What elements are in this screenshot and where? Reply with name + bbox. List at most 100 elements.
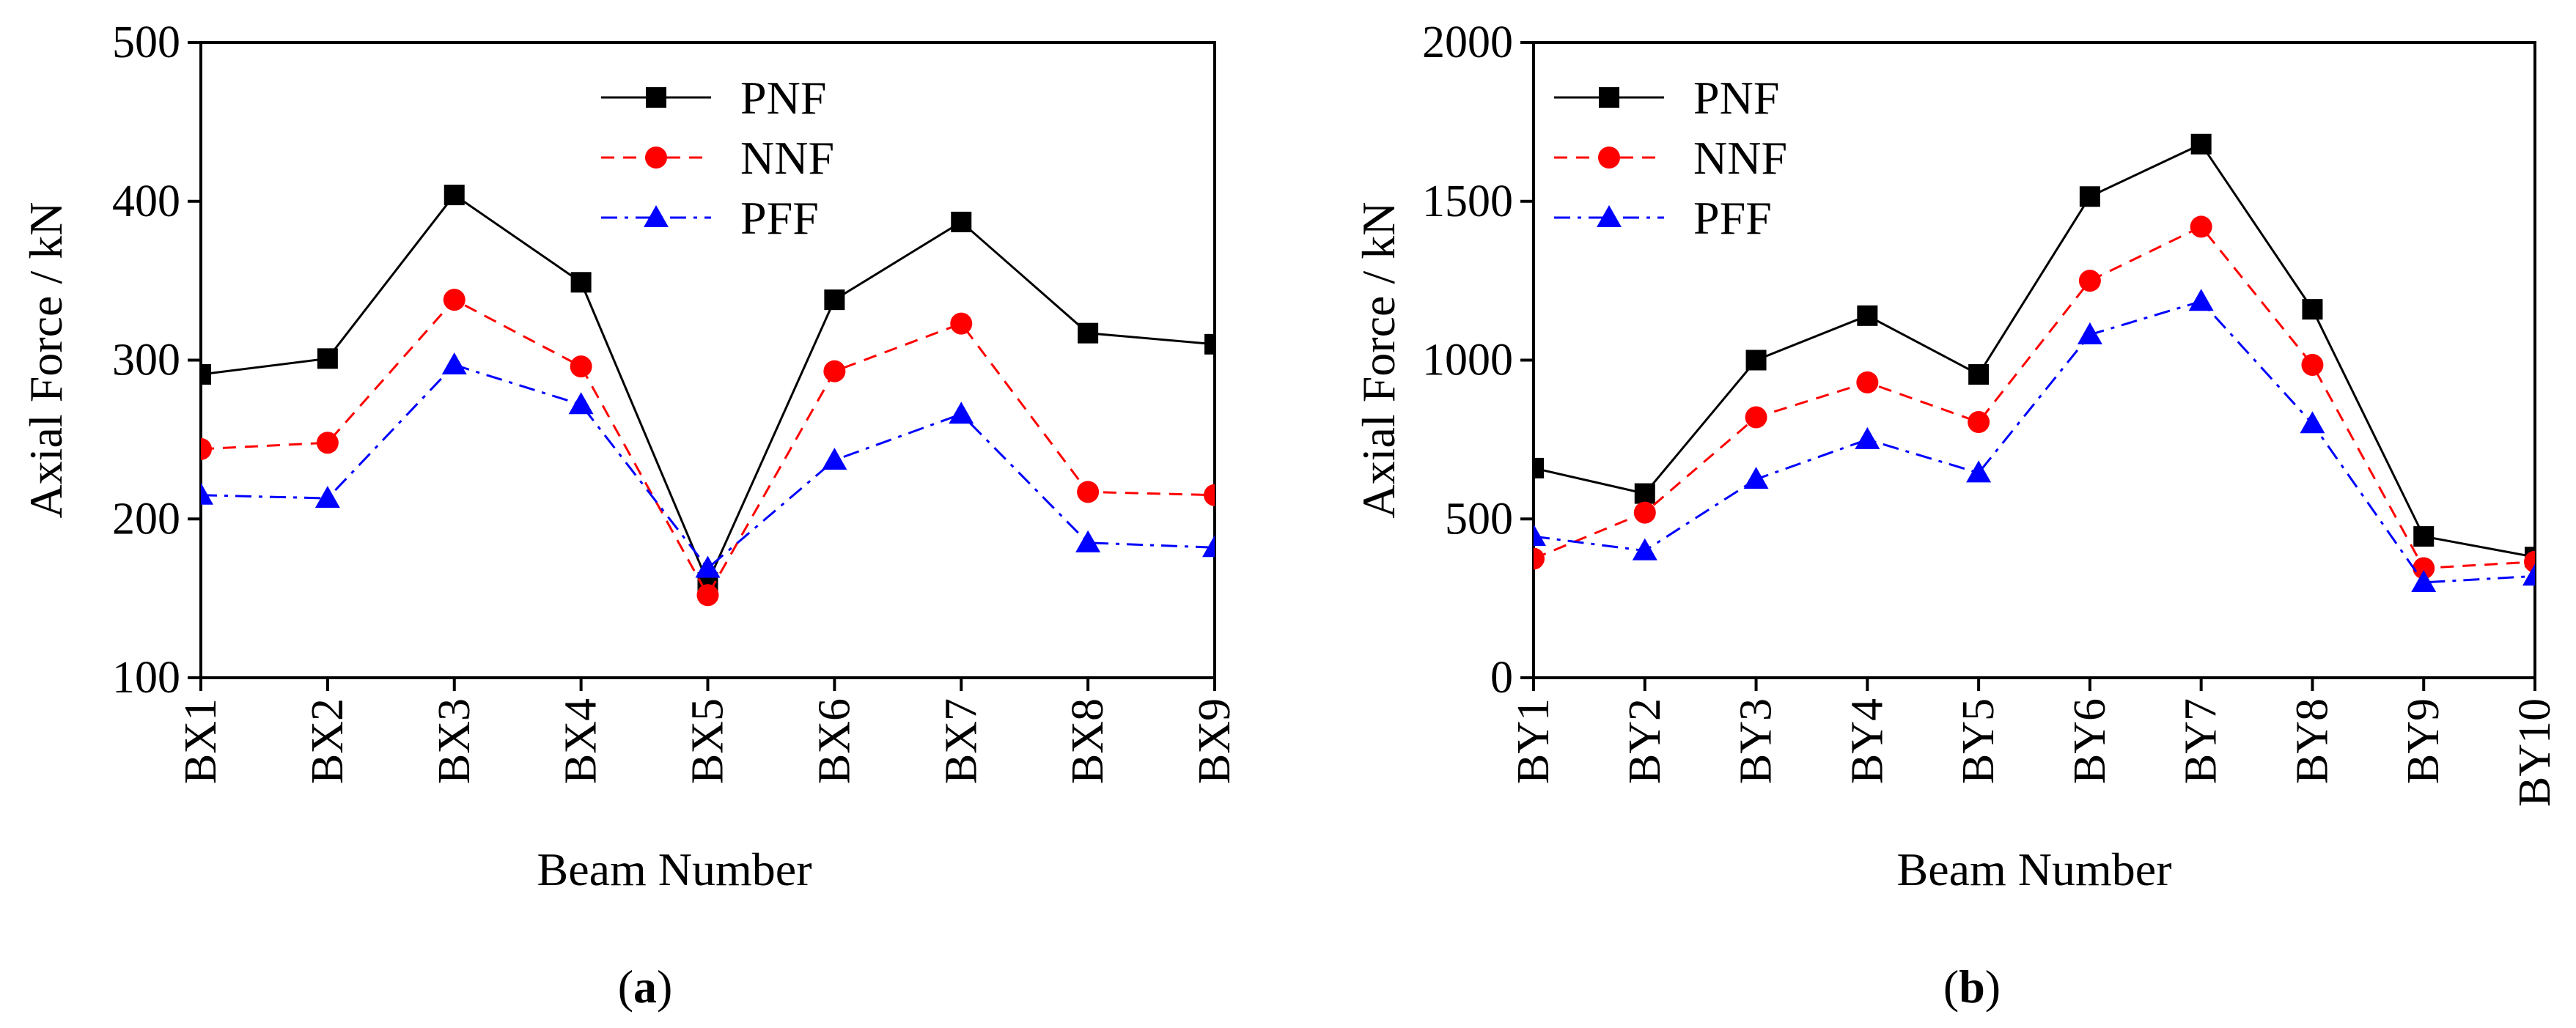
legend-label-pff: PFF: [740, 192, 819, 244]
plot-frame: [1532, 41, 2536, 679]
data-point-pff-by2: [1632, 538, 1657, 561]
data-point-pff-by3: [1743, 467, 1769, 489]
data-point-pnf-by7: [2190, 133, 2212, 155]
x-axis-label: Beam Number: [537, 843, 812, 895]
legend-marker-nnf: [645, 147, 667, 169]
data-point-pnf-by9: [2413, 526, 2435, 547]
x-tick-label: BX4: [556, 698, 606, 784]
data-point-nnf-by10: [2524, 550, 2535, 573]
chart-panel-b: 0 500 1000 1500 2000 BY1 BY2 BY3 BY4 BY5 BY6 BY7 BY8…: [1353, 18, 2560, 1013]
data-point-pnf-bx3: [444, 185, 465, 206]
data-point-nnf-bx9: [1204, 484, 1215, 506]
x-axis-label: Beam Number: [1897, 843, 2172, 895]
data-point-nnf-by8: [2301, 354, 2324, 377]
legend-label-pnf: PNF: [740, 72, 826, 124]
data-point-nnf-bx5: [696, 584, 719, 607]
x-tick-label: BX1: [176, 698, 226, 784]
x-tick-label: BY10: [2510, 698, 2560, 807]
y-tick-label: 200: [112, 494, 180, 544]
data-point-nnf-bx2: [316, 432, 339, 454]
legend: PNF NNF PFF: [1554, 72, 1787, 244]
data-point-pff-bx6: [822, 448, 847, 470]
x-tick-label: BX5: [683, 698, 733, 784]
data-point-nnf-bx6: [823, 360, 846, 382]
legend-label-pnf: PNF: [1693, 72, 1779, 124]
data-point-nnf-bx4: [570, 355, 592, 378]
legend-marker-pff: [1597, 205, 1622, 227]
panel-letter: b: [1959, 961, 1985, 1013]
data-point-nnf-bx3: [443, 289, 465, 311]
data-point-pnf-by2: [1634, 483, 1655, 504]
data-point-pnf-bx1: [201, 364, 211, 385]
data-point-pnf-bx8: [1078, 322, 1099, 344]
data-point-pnf-bx2: [317, 348, 338, 369]
data-point-pff-bx3: [441, 352, 467, 375]
plot-area: [1534, 133, 2535, 592]
data-point-pnf-by1: [1534, 457, 1544, 478]
series-line-nnf: [1534, 225, 2535, 569]
data-point-nnf-bx8: [1077, 481, 1100, 503]
x-tick-label: BX6: [809, 698, 859, 784]
data-point-pnf-by5: [1968, 364, 1990, 385]
x-tick-label: BX8: [1063, 698, 1113, 784]
x-tick-label: BY6: [2065, 698, 2115, 784]
series-line-nnf: [201, 298, 1215, 598]
data-point-pff-bx8: [1075, 530, 1101, 552]
x-tick-label: BY3: [1732, 698, 1781, 784]
y-axis-label: Axial Force / kN: [1353, 202, 1405, 519]
data-point-pff-by9: [2411, 569, 2437, 592]
panel-letter: a: [633, 961, 657, 1013]
data-point-nnf-bx7: [950, 312, 973, 335]
chart-panel-a: 100 200 300 400 500 BX1 BX2 BX3 BX4 BX5 BX6 BX7 BX8 B…: [20, 18, 1240, 1013]
data-point-nnf-by5: [1968, 411, 1990, 434]
data-point-nnf-by3: [1745, 406, 1767, 429]
data-point-pff-by10: [2522, 563, 2535, 586]
data-point-pnf-by4: [1857, 305, 1878, 326]
y-tick-label: 1500: [1422, 177, 1513, 226]
y-tick-label: 100: [112, 653, 180, 703]
legend-marker-nnf: [1598, 147, 1620, 169]
y-tick-label: 0: [1490, 653, 1513, 703]
y-tick-label: 2000: [1422, 18, 1513, 67]
data-point-nnf-by7: [2190, 215, 2212, 238]
legend-label-pff: PFF: [1693, 192, 1772, 244]
data-point-pff-bx4: [568, 392, 594, 415]
data-point-pnf-bx4: [570, 272, 592, 293]
data-point-nnf-by2: [1633, 501, 1656, 524]
y-axis-label: Axial Force / kN: [20, 202, 72, 519]
data-point-pnf-bx7: [951, 211, 972, 232]
legend: PNF NNF PFF: [601, 72, 834, 244]
plot-area: [201, 185, 1215, 607]
data-point-pff-bx2: [314, 486, 340, 509]
y-tick-label: 500: [1445, 494, 1513, 544]
data-point-nnf-by6: [2078, 270, 2101, 292]
series-line-pnf: [201, 193, 1215, 585]
legend-label-nnf: NNF: [1693, 132, 1787, 184]
data-point-pff-by8: [2300, 411, 2325, 434]
y-tick-label: 500: [112, 18, 180, 67]
x-tick-label: BY7: [2176, 698, 2226, 784]
legend-marker-pnf: [646, 87, 666, 108]
data-point-nnf-by9: [2413, 557, 2435, 580]
data-point-pff-by7: [2188, 289, 2214, 311]
x-tick-label: BY4: [1842, 698, 1892, 784]
legend-marker-pnf: [1599, 87, 1619, 108]
x-tick-label: BY2: [1620, 698, 1670, 784]
x-tick-label: BX9: [1190, 698, 1240, 784]
y-tick-label: 1000: [1422, 336, 1513, 385]
data-point-pnf-bx6: [824, 289, 845, 311]
data-point-pff-bx1: [201, 482, 213, 505]
x-tick-label: BY8: [2287, 698, 2337, 784]
data-point-pff-by4: [1855, 426, 1880, 449]
data-point-pnf-bx9: [1204, 333, 1215, 355]
data-point-pff-by1: [1534, 524, 1546, 547]
data-point-nnf-by4: [1856, 371, 1879, 393]
series-line-pff: [201, 363, 1215, 570]
data-point-pff-bx9: [1202, 535, 1215, 558]
x-tick-label: BX2: [303, 698, 353, 784]
data-point-pff-by6: [2077, 322, 2102, 344]
series-line-pnf: [1534, 142, 2535, 558]
x-tick-label: BY1: [1509, 698, 1559, 784]
y-tick-label: 300: [112, 336, 180, 385]
